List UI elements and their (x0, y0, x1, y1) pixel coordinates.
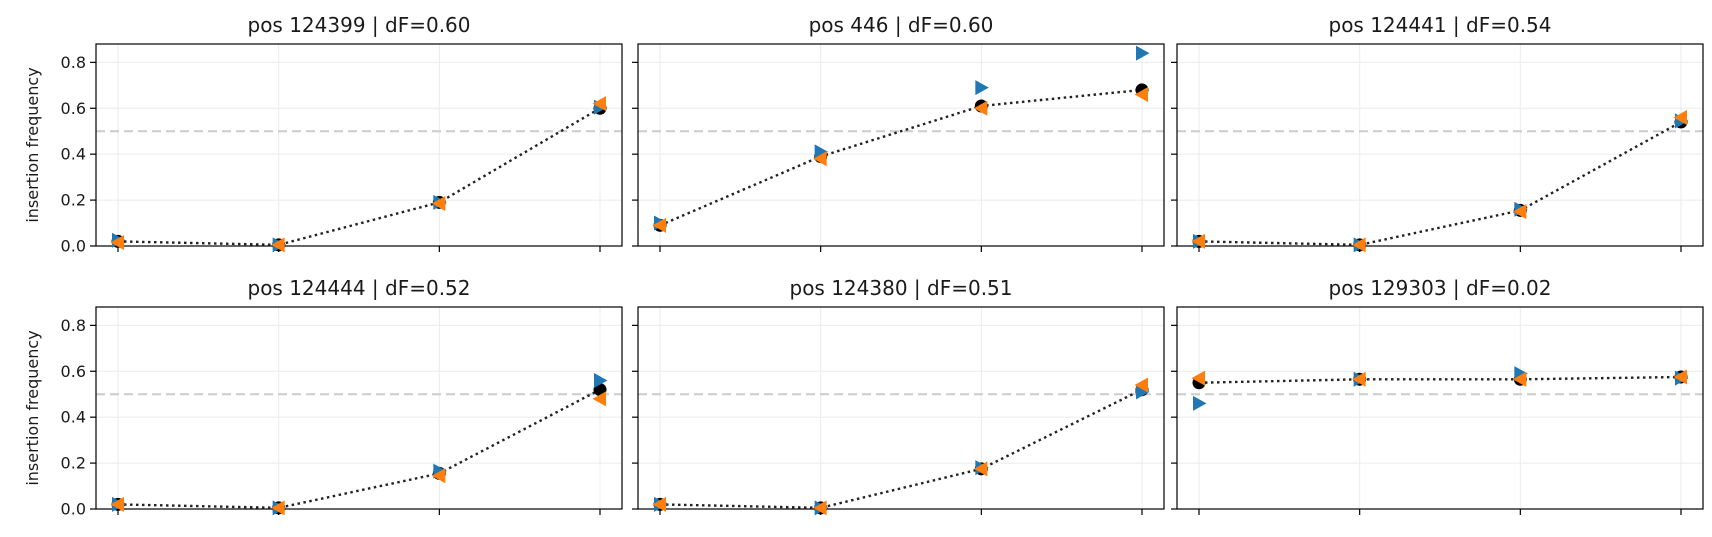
point-orange-triangle-left (271, 500, 285, 516)
y-tick-label: 0.4 (61, 145, 86, 164)
mean-trend-line (1198, 120, 1682, 247)
subplot-1: 0.0 0.2 0.4 0.6 0.8 pos 124399 | dF=0.60 inser… (23, 13, 623, 256)
subplot-title: pos 129303 | dF=0.02 (1329, 276, 1552, 300)
point-orange-triangle-left (973, 100, 988, 116)
y-tick-label: 0.0 (61, 237, 86, 256)
subplot-3: pos 124441 | dF=0.54 (1171, 13, 1704, 253)
axes-frame (95, 43, 623, 247)
point-orange-triangle-left (1191, 233, 1205, 249)
point-orange-triangle-left (652, 496, 666, 512)
point-orange-triangle-left (431, 468, 446, 484)
y-axis-label: insertion frequency (23, 67, 42, 222)
point-orange-triangle-left (1134, 87, 1148, 102)
point-blue-triangle-right (1136, 45, 1150, 61)
mean-trend-line (659, 88, 1143, 227)
point-orange-triangle-left (110, 496, 124, 512)
point-orange-triangle-left (431, 196, 446, 212)
point-orange-triangle-left (1134, 377, 1148, 393)
point-orange-triangle-left (813, 500, 827, 516)
subplot-title: pos 124399 | dF=0.60 (248, 13, 471, 37)
mean-trend-line (117, 107, 601, 247)
point-orange-triangle-left (652, 217, 666, 233)
point-orange-triangle-left (973, 461, 988, 477)
point-orange-triangle-left (271, 237, 285, 253)
mean-trend-line (1198, 375, 1682, 384)
axes-frame (95, 306, 623, 510)
subplot-2: pos 446 | dF=0.60 (632, 13, 1165, 252)
point-orange-triangle-left (1352, 371, 1366, 387)
point-blue-triangle-right (594, 372, 608, 388)
subplot-title: pos 124441 | dF=0.54 (1329, 13, 1552, 37)
axes-frame (1176, 43, 1704, 247)
axes-frame (637, 43, 1165, 247)
point-blue-triangle-right (1193, 395, 1207, 411)
y-axis-label: insertion frequency (23, 330, 42, 485)
subplot-title: pos 124380 | dF=0.51 (790, 276, 1013, 300)
point-orange-triangle-left (1673, 369, 1687, 385)
point-orange-triangle-left (1352, 237, 1366, 253)
point-orange-triangle-left (110, 235, 124, 251)
point-orange-triangle-left (1673, 109, 1687, 125)
y-tick-label: 0.2 (61, 454, 86, 473)
mean-trend-line (117, 388, 601, 510)
point-blue-triangle-right (814, 144, 829, 160)
y-tick-label: 0.6 (61, 99, 86, 118)
point-orange-triangle-left (1191, 370, 1205, 386)
point-orange-triangle-left (813, 151, 827, 167)
subplot-title: pos 124444 | dF=0.52 (248, 276, 471, 300)
y-tick-label: 0.4 (61, 408, 86, 427)
y-tick-label: 0.8 (61, 53, 86, 72)
y-tick-label: 0.6 (61, 362, 86, 381)
subplot-5: pos 124380 | dF=0.51 (632, 276, 1165, 516)
axes-frame (1176, 306, 1704, 510)
point-blue-triangle-right (975, 80, 989, 96)
axes-frame (637, 306, 1165, 510)
y-tick-label: 0.8 (61, 316, 86, 335)
point-orange-triangle-left (1512, 371, 1527, 387)
subplot-4: 0.0 0.2 0.4 0.6 0.8 pos 124444 | dF=0.52 inser… (23, 276, 623, 519)
point-orange-triangle-left (592, 96, 606, 112)
mean-trend-line (659, 388, 1143, 510)
point-orange-triangle-left (1512, 204, 1527, 220)
subplot-title: pos 446 | dF=0.60 (809, 13, 994, 37)
y-tick-label: 0.2 (61, 191, 86, 210)
subplot-6: pos 129303 | dF=0.02 (1171, 276, 1704, 515)
y-tick-label: 0.0 (61, 500, 86, 519)
point-blue-triangle-right (1136, 384, 1150, 400)
point-orange-triangle-left (592, 391, 606, 407)
